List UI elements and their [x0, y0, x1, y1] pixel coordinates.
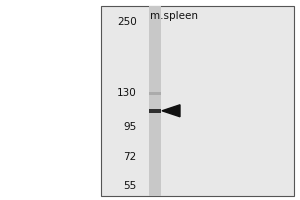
- Text: 55: 55: [123, 181, 136, 191]
- FancyBboxPatch shape: [148, 92, 160, 95]
- FancyBboxPatch shape: [100, 6, 294, 196]
- Text: m.spleen: m.spleen: [150, 11, 198, 21]
- Text: 72: 72: [123, 152, 136, 162]
- Text: 95: 95: [123, 122, 136, 132]
- FancyBboxPatch shape: [148, 6, 160, 196]
- FancyBboxPatch shape: [148, 109, 160, 113]
- Text: 250: 250: [117, 17, 136, 27]
- Polygon shape: [162, 105, 180, 117]
- Text: 130: 130: [117, 88, 136, 98]
